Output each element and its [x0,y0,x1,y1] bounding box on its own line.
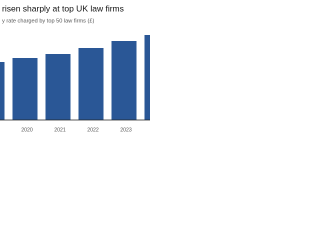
x-tick-label: 2022 [87,127,99,133]
bar [78,48,104,120]
x-tick-label: 2020 [21,127,33,133]
x-tick-label: 2023 [120,127,132,133]
chart-subtitle: y rate charged by top 50 law firms (£) [2,18,94,24]
chart: risen sharply at top UK law firms y rate… [0,3,150,133]
bar [111,41,137,120]
x-tick-label: 2021 [54,127,66,133]
chart-title: risen sharply at top UK law firms [2,3,124,13]
page: {"chart_data": {"type": "bar", "title": … [0,0,150,150]
bar [0,62,5,120]
bar [12,58,38,120]
bar [45,54,71,120]
bar [144,35,150,120]
